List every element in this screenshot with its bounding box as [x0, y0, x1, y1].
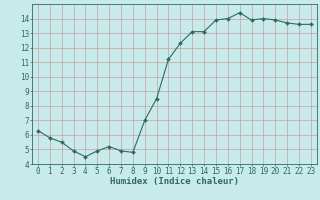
X-axis label: Humidex (Indice chaleur): Humidex (Indice chaleur) — [110, 177, 239, 186]
